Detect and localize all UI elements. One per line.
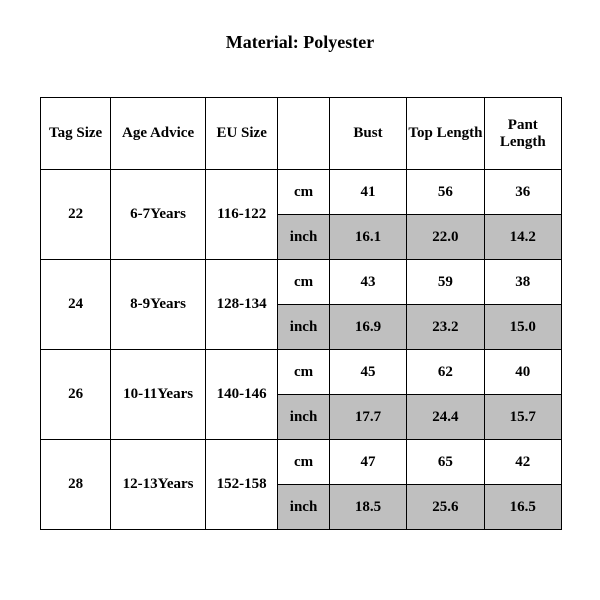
- cell-pant-cm: 40: [484, 350, 561, 395]
- cell-unit-cm: cm: [278, 350, 330, 395]
- cell-pant-inch: 16.5: [484, 485, 561, 530]
- cell-pant-cm: 38: [484, 260, 561, 305]
- table-row: 28 12-13Years 152-158 cm 47 65 42: [41, 440, 562, 485]
- cell-top-cm: 59: [407, 260, 484, 305]
- cell-age: 8-9Years: [111, 260, 206, 350]
- cell-bust-inch: 16.1: [329, 215, 406, 260]
- cell-tag-size: 22: [41, 170, 111, 260]
- col-tag-size: Tag Size: [41, 98, 111, 170]
- cell-unit-inch: inch: [278, 305, 330, 350]
- table-body: 22 6-7Years 116-122 cm 41 56 36 inch 16.…: [41, 170, 562, 530]
- cell-top-cm: 62: [407, 350, 484, 395]
- cell-unit-inch: inch: [278, 395, 330, 440]
- cell-unit-inch: inch: [278, 485, 330, 530]
- cell-bust-inch: 18.5: [329, 485, 406, 530]
- col-unit: [278, 98, 330, 170]
- cell-top-inch: 25.6: [407, 485, 484, 530]
- cell-top-cm: 65: [407, 440, 484, 485]
- cell-bust-cm: 41: [329, 170, 406, 215]
- size-table: Tag Size Age Advice EU Size Bust Top Len…: [40, 97, 562, 530]
- cell-age: 6-7Years: [111, 170, 206, 260]
- cell-top-inch: 22.0: [407, 215, 484, 260]
- size-chart-page: { "title": "Material: Polyester", "table…: [0, 0, 600, 600]
- cell-eu: 116-122: [206, 170, 278, 260]
- cell-unit-cm: cm: [278, 440, 330, 485]
- cell-age: 10-11Years: [111, 350, 206, 440]
- cell-unit-cm: cm: [278, 170, 330, 215]
- table-header-row: Tag Size Age Advice EU Size Bust Top Len…: [41, 98, 562, 170]
- cell-tag-size: 26: [41, 350, 111, 440]
- cell-bust-inch: 17.7: [329, 395, 406, 440]
- page-title: Material: Polyester: [0, 32, 600, 53]
- cell-tag-size: 24: [41, 260, 111, 350]
- cell-pant-inch: 14.2: [484, 215, 561, 260]
- cell-top-inch: 23.2: [407, 305, 484, 350]
- cell-eu: 140-146: [206, 350, 278, 440]
- cell-unit-cm: cm: [278, 260, 330, 305]
- cell-unit-inch: inch: [278, 215, 330, 260]
- cell-pant-inch: 15.0: [484, 305, 561, 350]
- cell-eu: 152-158: [206, 440, 278, 530]
- table-row: 26 10-11Years 140-146 cm 45 62 40: [41, 350, 562, 395]
- cell-eu: 128-134: [206, 260, 278, 350]
- col-eu-size: EU Size: [206, 98, 278, 170]
- cell-top-cm: 56: [407, 170, 484, 215]
- cell-pant-inch: 15.7: [484, 395, 561, 440]
- col-pant-length: Pant Length: [484, 98, 561, 170]
- cell-pant-cm: 42: [484, 440, 561, 485]
- col-age-advice: Age Advice: [111, 98, 206, 170]
- table-row: 24 8-9Years 128-134 cm 43 59 38: [41, 260, 562, 305]
- cell-bust-cm: 47: [329, 440, 406, 485]
- cell-bust-cm: 45: [329, 350, 406, 395]
- col-bust: Bust: [329, 98, 406, 170]
- col-top-length: Top Length: [407, 98, 484, 170]
- size-table-wrap: Tag Size Age Advice EU Size Bust Top Len…: [40, 97, 562, 530]
- cell-age: 12-13Years: [111, 440, 206, 530]
- cell-tag-size: 28: [41, 440, 111, 530]
- cell-bust-inch: 16.9: [329, 305, 406, 350]
- cell-pant-cm: 36: [484, 170, 561, 215]
- cell-top-inch: 24.4: [407, 395, 484, 440]
- table-row: 22 6-7Years 116-122 cm 41 56 36: [41, 170, 562, 215]
- cell-bust-cm: 43: [329, 260, 406, 305]
